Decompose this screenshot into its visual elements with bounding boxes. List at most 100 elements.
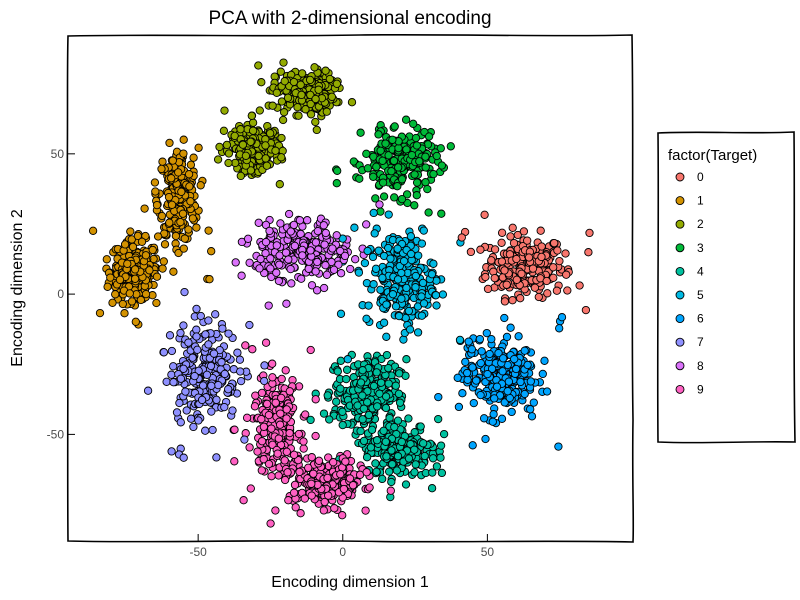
data-point-7 [197, 395, 207, 405]
data-point-0 [508, 296, 517, 305]
data-point-1 [108, 298, 117, 307]
data-point-3 [402, 190, 412, 199]
data-point-7 [193, 345, 202, 354]
data-point-9 [280, 475, 290, 485]
data-point-5 [438, 290, 448, 299]
data-point-4 [363, 398, 372, 407]
data-point-9 [311, 431, 320, 441]
data-point-0 [528, 264, 538, 273]
data-point-2 [278, 115, 288, 125]
data-point-4 [404, 414, 413, 423]
data-point-5 [417, 311, 427, 320]
data-point-4 [428, 454, 438, 463]
data-point-0 [542, 276, 551, 286]
data-point-4 [336, 384, 345, 393]
data-point-8 [321, 261, 330, 270]
data-point-6 [557, 313, 567, 322]
data-point-7 [192, 304, 201, 314]
data-point-9 [275, 420, 285, 429]
data-point-9 [257, 466, 266, 475]
data-point-4 [376, 378, 386, 387]
data-point-9 [276, 409, 285, 418]
data-point-2 [279, 108, 289, 117]
data-point-8 [336, 246, 345, 256]
data-point-4 [338, 407, 347, 416]
data-point-7 [169, 362, 178, 371]
data-point-4 [372, 436, 382, 445]
data-point-3 [423, 184, 432, 194]
data-point-0 [502, 280, 511, 289]
data-point-6 [526, 377, 535, 386]
data-point-5 [391, 302, 401, 311]
data-point-4 [371, 459, 380, 468]
data-point-2 [254, 151, 263, 161]
data-point-0 [519, 227, 529, 236]
data-point-3 [381, 139, 390, 148]
data-point-4 [388, 460, 397, 469]
data-point-7 [175, 398, 184, 408]
data-point-8 [336, 269, 346, 278]
data-point-8 [275, 260, 284, 269]
data-point-1 [150, 178, 160, 187]
data-point-8 [328, 244, 337, 253]
data-point-4 [358, 366, 367, 375]
data-point-9 [314, 456, 324, 465]
data-point-9 [267, 472, 276, 481]
data-point-9 [324, 453, 333, 462]
data-point-8 [231, 258, 240, 267]
y-tick-label: 50 [51, 147, 65, 161]
data-point-8 [284, 255, 293, 264]
data-point-9 [282, 447, 291, 456]
data-point-5 [427, 270, 437, 279]
data-point-9 [307, 453, 316, 462]
data-point-9 [294, 429, 304, 439]
data-point-5 [431, 291, 441, 300]
data-point-1 [137, 237, 147, 246]
data-point-5 [419, 299, 429, 308]
data-point-3 [410, 201, 419, 210]
legend-item-9: 9 [675, 382, 704, 396]
data-point-6 [554, 442, 563, 451]
data-point-8 [313, 257, 322, 267]
data-point-8 [313, 226, 323, 236]
data-point-8 [322, 270, 332, 279]
data-point-4 [427, 484, 437, 493]
data-point-0 [497, 238, 506, 247]
data-point-4 [437, 468, 447, 478]
data-point-8 [362, 220, 371, 229]
data-point-9 [268, 359, 277, 368]
data-point-0 [549, 263, 558, 272]
data-point-0 [506, 232, 515, 241]
data-point-9 [273, 449, 282, 458]
data-point-6 [514, 332, 523, 341]
data-point-4 [306, 415, 315, 425]
data-point-5 [369, 280, 378, 289]
legend-item-7: 7 [675, 335, 704, 349]
points-layer [88, 58, 594, 528]
data-point-1 [174, 168, 183, 177]
data-point-0 [552, 286, 562, 295]
legend-item-4: 4 [675, 264, 704, 278]
data-point-8 [256, 254, 265, 264]
data-point-2 [247, 111, 256, 120]
data-point-1 [141, 251, 151, 260]
data-point-1 [88, 226, 98, 235]
data-point-1 [164, 192, 174, 202]
data-point-0 [585, 228, 594, 238]
data-point-9 [248, 345, 257, 354]
data-point-2 [311, 117, 320, 127]
data-point-2 [347, 98, 357, 107]
data-point-2 [275, 180, 284, 189]
data-point-1 [128, 242, 138, 252]
legend-swatch [675, 172, 685, 182]
data-point-7 [236, 367, 245, 376]
data-point-9 [241, 341, 250, 350]
legend-label: 9 [697, 382, 704, 396]
data-point-1 [141, 289, 151, 299]
data-point-4 [410, 428, 419, 437]
data-point-6 [506, 323, 515, 332]
data-point-0 [487, 256, 496, 265]
data-point-1 [125, 289, 134, 298]
data-point-9 [282, 405, 291, 414]
data-point-5 [397, 268, 406, 278]
